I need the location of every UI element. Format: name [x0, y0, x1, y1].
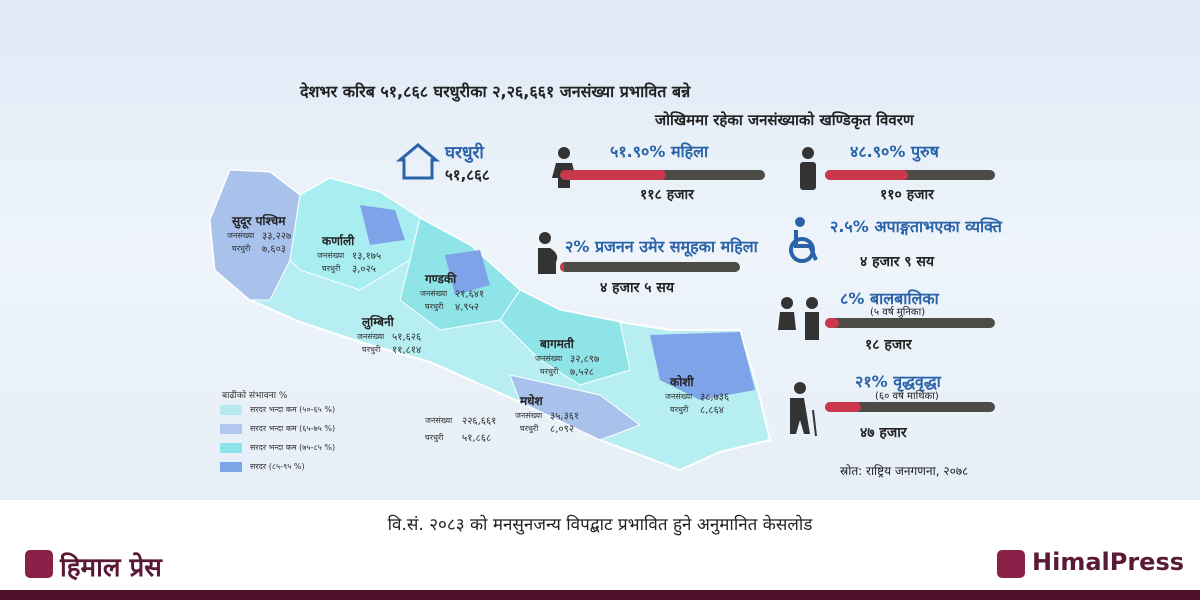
- stat-label: २१% वृद्धवृद्धा: [855, 370, 941, 392]
- logo-right: HimalPress: [1032, 548, 1185, 576]
- title: देशभर करिब ५१,८६८ घरधुरीका २,२६,६६१ जनसं…: [300, 82, 691, 101]
- region-pop: २१,६४१: [455, 289, 485, 300]
- region-name: कर्णाली: [322, 234, 355, 248]
- region-hh-label: घरधुरी: [322, 264, 341, 273]
- stat-bar: [825, 318, 839, 328]
- region-pop-label: जनसंख्या: [227, 231, 255, 240]
- region-hh-label: घरधुरी: [540, 367, 559, 376]
- stat-percent: २%: [565, 237, 590, 256]
- source: स्रोत: राष्ट्रिय जनगणना, २०७८: [840, 464, 969, 478]
- total-pop: २२६,६६१: [462, 416, 497, 427]
- legend-swatches: [220, 405, 242, 472]
- region-hh: ८,८६४: [700, 405, 724, 416]
- region-name: गण्डकी: [425, 272, 457, 286]
- region-hh: ८,०९२: [550, 424, 574, 435]
- caption: वि.सं. २०८३ को मनसुनजन्य विपद्बाट प्रभाव…: [387, 515, 813, 535]
- stat-count: ४७ हजार: [860, 425, 907, 441]
- total-hh: ५१,८६८: [462, 433, 492, 444]
- region-pop-label: जनसंख्या: [515, 411, 543, 420]
- stat-percent: ८%: [840, 289, 865, 308]
- region-hh: ३,०२५: [352, 264, 376, 275]
- region-name: कोशी: [670, 375, 694, 389]
- region-pop-label: जनसंख्या: [420, 289, 448, 298]
- stat-percent: २१%: [855, 372, 888, 391]
- stat-name: पुरुष: [910, 142, 939, 161]
- region-pop: १३,१७५: [352, 251, 382, 262]
- region-pop: ३२,८९७: [570, 354, 600, 365]
- legend-item: सरदर भन्दा कम (६५-७५ %): [250, 424, 336, 433]
- stat-percent: ५१.९०%: [610, 142, 666, 161]
- stat-bar: [560, 262, 564, 272]
- stat-percent: ४८.९०%: [850, 142, 906, 161]
- logo-icon: [25, 550, 53, 578]
- legend-title: बाढीको संभावना %: [222, 391, 288, 401]
- stat-name: प्रजनन उमेर समूहका महिला: [594, 237, 758, 256]
- stat-label: २% प्रजनन उमेर समूहका महिला: [565, 235, 758, 257]
- region-pop-label: जनसंख्या: [357, 332, 385, 341]
- region-pop: ३३,२२७: [262, 231, 292, 242]
- region-hh-label: घरधुरी: [425, 302, 444, 311]
- region-pop-label: जनसंख्या: [535, 354, 563, 363]
- household-value: ५१,८६८: [445, 166, 490, 184]
- region-hh: ४,९५२: [455, 302, 479, 313]
- stat-name: वृद्धवृद्धा: [893, 372, 941, 391]
- stat-count: ४ हजार ९ सय: [860, 254, 934, 270]
- stat-label: ५१.९०% महिला: [610, 140, 708, 162]
- stat-count: ११८ हजार: [640, 187, 694, 203]
- stat-bar-track: [825, 170, 995, 180]
- legend-item: सरदर (८५-९५ %): [250, 462, 305, 471]
- stat-bar-track: [560, 170, 765, 180]
- stat-label: ४८.९०% पुरुष: [850, 140, 939, 162]
- region-pop: ३५,३६१: [550, 411, 580, 422]
- logo-icon: [997, 550, 1025, 578]
- stat-name: बालबालिका: [869, 289, 939, 308]
- region-name: लुम्बिनी: [362, 315, 394, 329]
- stat-count: ११० हजार: [880, 187, 934, 203]
- total-pop-label: जनसंख्या: [425, 416, 453, 425]
- stat-name: महिला: [670, 142, 709, 161]
- region-hh: ७,५२८: [570, 367, 594, 378]
- region-name: बागमती: [540, 337, 574, 351]
- stat-label: ८% बालबालिका: [840, 287, 939, 309]
- region-pop: ३८,७३६: [700, 392, 730, 403]
- region-hh: ११,८१४: [392, 345, 422, 356]
- stat-bar-track: [825, 318, 995, 328]
- region-hh-label: घरधुरी: [362, 345, 381, 354]
- stat-count: १८ हजार: [865, 337, 912, 353]
- region-name: सुदूर पश्चिम: [232, 214, 286, 228]
- region-pop-label: जनसंख्या: [665, 392, 693, 401]
- subtitle: जोखिममा रहेका जनसंख्याको खण्डिकृत विवरण: [655, 111, 914, 129]
- region-pop: ५१,६२६: [392, 332, 422, 343]
- stat-note: (५ वर्ष मुनिका): [870, 307, 926, 318]
- stat-bar-track: [825, 402, 995, 412]
- legend-item: सरदर भन्दा कम (७५-८५ %): [250, 443, 336, 452]
- stat-name: अपाङ्गताभएका व्यक्ति: [874, 217, 1002, 236]
- region-hh-label: घरधुरी: [520, 424, 539, 433]
- logo-left: हिमाल प्रेस: [60, 553, 162, 583]
- total-hh-label: घरधुरी: [425, 433, 444, 442]
- legend-item: सरदर भन्दा कम (५०-६५ %): [250, 405, 336, 414]
- stat-bar: [560, 170, 667, 180]
- region-hh: ७,६०३: [262, 244, 286, 255]
- stat-bar: [825, 402, 861, 412]
- stat-count: ४ हजार ५ सय: [600, 280, 674, 296]
- region-hh-label: घरधुरी: [232, 244, 251, 253]
- region-name: मधेश: [520, 394, 543, 408]
- region-pop-label: जनसंख्या: [317, 251, 345, 260]
- region-hh-label: घरधुरी: [670, 405, 689, 414]
- stat-note: (६० वर्ष माथिका): [875, 391, 939, 402]
- stat-percent: २.५%: [830, 217, 869, 236]
- stat-bar-track: [560, 262, 740, 272]
- stat-bar: [825, 170, 909, 180]
- footer-strip: [0, 590, 1200, 600]
- stat-label: २.५% अपाङ्गताभएका व्यक्ति: [830, 215, 1002, 237]
- household-label: घरधुरी: [445, 143, 484, 163]
